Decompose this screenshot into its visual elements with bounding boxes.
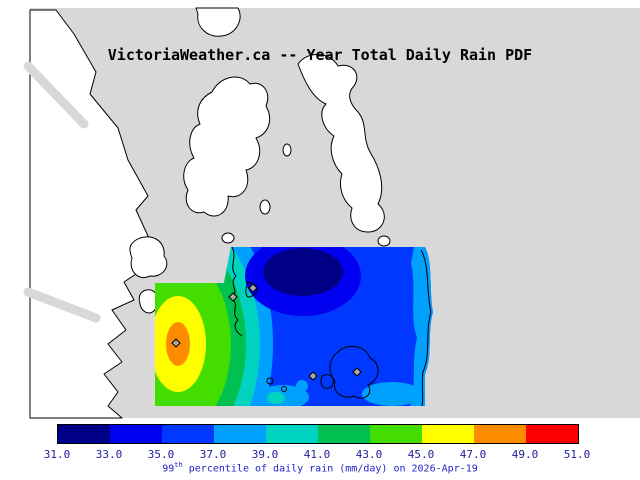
- colorbar-segment: [422, 425, 474, 443]
- colorbar-tick-label: 47.0: [459, 448, 487, 461]
- colorbar-tick-label: 51.0: [563, 448, 591, 461]
- caption-percentile: 99: [162, 463, 175, 475]
- colorbar-segment: [110, 425, 162, 443]
- caption-text: percentile of daily rain (mm/day) on 202…: [182, 463, 478, 475]
- station-marker: [228, 292, 238, 302]
- island-top-edge: [195, 7, 241, 37]
- colorbar-caption: 99th percentile of daily rain (mm/day) o…: [0, 461, 640, 474]
- island: [138, 289, 159, 314]
- colorbar-segment: [318, 425, 370, 443]
- east-shore-coastline: [420, 249, 432, 406]
- contour-patch-39-41: [267, 392, 285, 404]
- islet: [377, 235, 391, 247]
- colorbar-tick-label: 33.0: [95, 448, 123, 461]
- station-marker: [171, 338, 181, 348]
- coastal-inlet: [23, 287, 101, 323]
- contour-patch-37-39: [362, 382, 422, 406]
- colorbar-segment: [370, 425, 422, 443]
- colorbar-segment: [526, 425, 578, 443]
- island-archipelago-east: [297, 54, 385, 233]
- station-markers: [171, 283, 362, 381]
- islet: [259, 199, 271, 215]
- land-west-coast: [29, 9, 149, 419]
- landmasses: [23, 7, 391, 419]
- islet-coastline: [320, 374, 334, 389]
- island-archipelago-west: [183, 76, 271, 217]
- map-canvas: [23, 7, 640, 419]
- colorbar: [57, 424, 579, 444]
- colorbar-tick-label: 49.0: [511, 448, 539, 461]
- colorbar-tick-label: 35.0: [147, 448, 175, 461]
- colorbar-segment: [214, 425, 266, 443]
- colorbar-tick-label: 45.0: [407, 448, 435, 461]
- chart-title: VictoriaWeather.ca -- Year Total Daily R…: [107, 46, 533, 64]
- colorbar-segment: [58, 425, 110, 443]
- contour-band-31-33: [263, 248, 343, 296]
- coastal-inlet: [23, 61, 89, 129]
- colorbar-tick-label: 43.0: [355, 448, 383, 461]
- station-marker: [308, 371, 318, 381]
- station-marker: [248, 283, 258, 293]
- colorbar-tick-label: 31.0: [43, 448, 71, 461]
- colorbar-tick-label: 39.0: [251, 448, 279, 461]
- colorbar-tick-label: 41.0: [303, 448, 331, 461]
- islet-coastline: [266, 377, 274, 385]
- colorbar-segment: [162, 425, 214, 443]
- island: [129, 236, 168, 278]
- islet: [221, 232, 235, 244]
- contour-patch-37-39: [296, 380, 308, 392]
- caption-superscript: th: [174, 461, 183, 469]
- islet-coastline: [281, 386, 287, 392]
- colorbar-tick-label: 37.0: [199, 448, 227, 461]
- contour-strip-east-37-39: [410, 247, 433, 406]
- islet: [282, 143, 292, 157]
- colorbar-segment: [474, 425, 526, 443]
- station-marker: [352, 367, 362, 377]
- colorbar-segment: [266, 425, 318, 443]
- colorbar-tick-labels: 31.0 33.0 35.0 37.0 39.0 41.0 43.0 45.0 47.0 49.0…: [40, 448, 594, 461]
